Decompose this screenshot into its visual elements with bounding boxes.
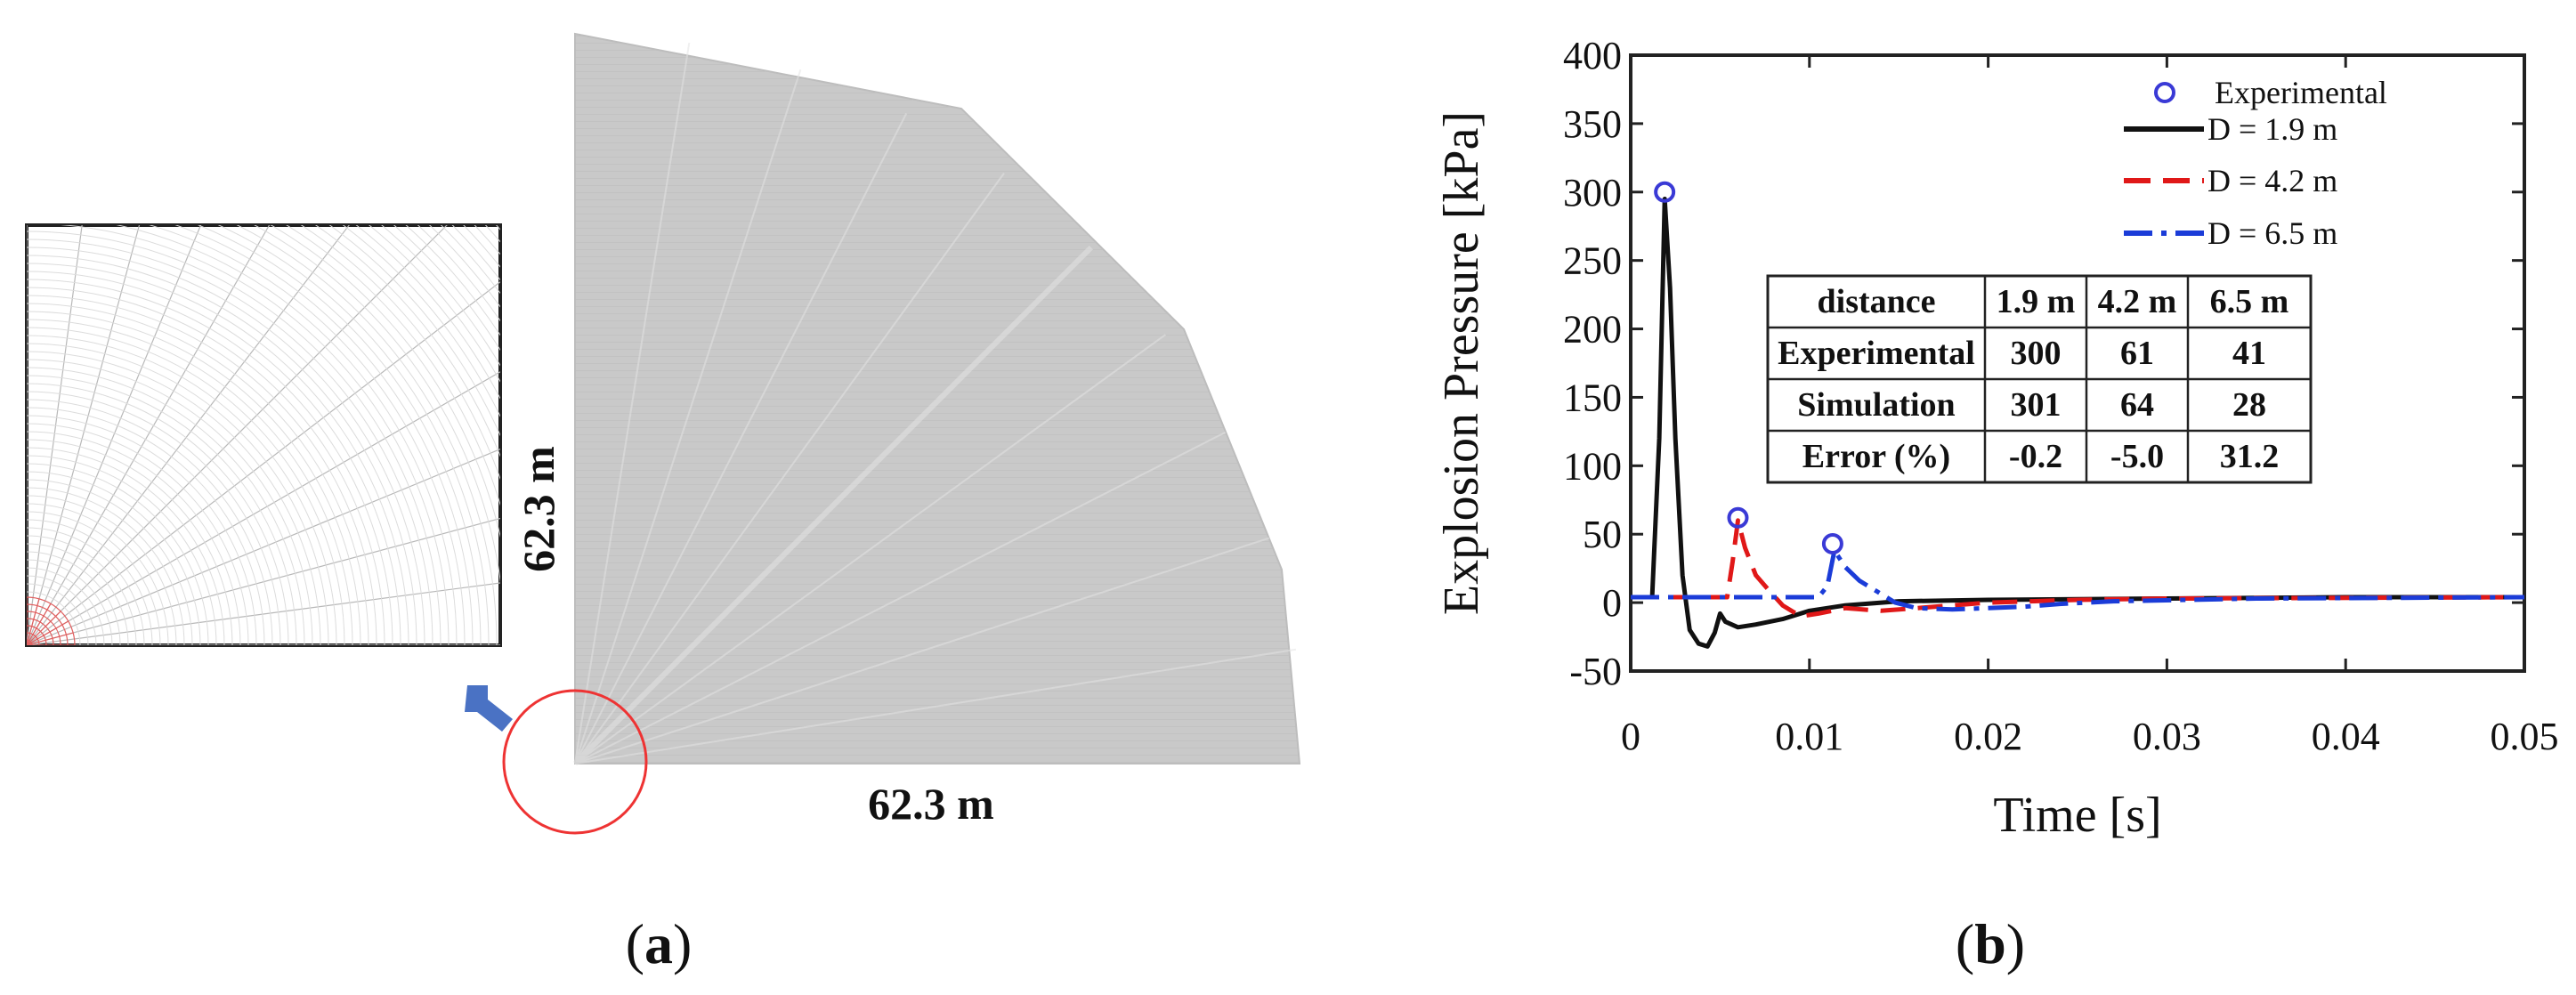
pressure-chart: 400 350 300 250 200 150 100 50 0 -50 0 0.01 0.02 0.0… [1434, 34, 2559, 843]
table-cell: 61 [2120, 335, 2154, 372]
pointer-arrow-icon [465, 685, 513, 732]
experimental-point [1821, 532, 1843, 554]
table-header-cell: 6.5 m [2210, 283, 2289, 320]
y-tick-label: 350 [1563, 102, 1622, 146]
table-cell: -0.2 [2009, 438, 2062, 475]
table-cell: 301 [2011, 386, 2062, 424]
table-cell: Error (%) [1802, 438, 1950, 475]
panel-a: 62.3 m 62.3 m (a) [25, 32, 1301, 975]
legend-label-d65: D = 6.5 m [2207, 215, 2337, 251]
legend-label-d42: D = 4.2 m [2207, 163, 2337, 198]
caption-b: (b) [1956, 912, 2025, 975]
x-tick-label: 0.01 [1775, 715, 1843, 758]
table-cell: 300 [2011, 335, 2062, 372]
caption-a: (a) [626, 912, 693, 975]
panel-b: 400 350 300 250 200 150 100 50 0 -50 0 0.01 0.02 0.0… [1434, 34, 2559, 975]
series-line-3 [1631, 548, 2524, 612]
comparison-table: distance 1.9 m 4.2 m 6.5 m Experimental 300 61… [1766, 274, 2313, 484]
table-cell: 64 [2120, 386, 2154, 424]
y-tick-label: 150 [1563, 376, 1622, 419]
mesh-domain [572, 32, 1301, 766]
y-tick-label: 100 [1563, 444, 1622, 488]
legend: Experimental D = 1.9 m D = 4.2 m D = 6.5… [2124, 75, 2387, 251]
dim-vertical-label: 62.3 m [514, 446, 563, 572]
y-tick-label: 250 [1563, 239, 1622, 283]
table-cell: 28 [2232, 386, 2266, 424]
y-tick-label: -50 [1569, 650, 1622, 693]
legend-label-d19: D = 1.9 m [2207, 111, 2337, 147]
x-tick-label: 0 [1621, 715, 1640, 758]
table-cell: 31.2 [2220, 438, 2280, 475]
experimental-point [1727, 506, 1749, 529]
x-tick-label: 0.02 [1954, 715, 2022, 758]
y-tick-label: 400 [1563, 34, 1622, 77]
y-tick-label: 300 [1563, 171, 1622, 214]
y-tick-label: 200 [1563, 308, 1622, 352]
x-axis-title: Time [s] [1993, 788, 2161, 843]
x-tick-label: 0.05 [2491, 715, 2559, 758]
table-cell: Experimental [1778, 335, 1975, 372]
mesh-inset [25, 223, 502, 647]
y-axis-title: Explosion Pressure [kPa] [1434, 111, 1489, 615]
table-cell: -5.0 [2110, 438, 2164, 475]
x-tick-label: 0.04 [2312, 715, 2380, 758]
table-cell: 41 [2232, 335, 2266, 372]
experimental-point [1654, 181, 1676, 203]
series-line-1 [1631, 197, 2524, 649]
legend-marker-experimental [2154, 82, 2175, 103]
legend-label-experimental: Experimental [2215, 75, 2387, 110]
zoom-circle [502, 689, 648, 835]
y-tick-label: 0 [1602, 581, 1622, 625]
table-cell: Simulation [1797, 386, 1955, 424]
x-tick-label: 0.03 [2133, 715, 2201, 758]
table-header-cell: 4.2 m [2098, 283, 2177, 320]
table-header-cell: 1.9 m [1997, 283, 2076, 320]
y-tick-label: 50 [1583, 513, 1622, 556]
dim-horizontal-label: 62.3 m [868, 779, 994, 829]
table-header-cell: distance [1818, 283, 1936, 320]
